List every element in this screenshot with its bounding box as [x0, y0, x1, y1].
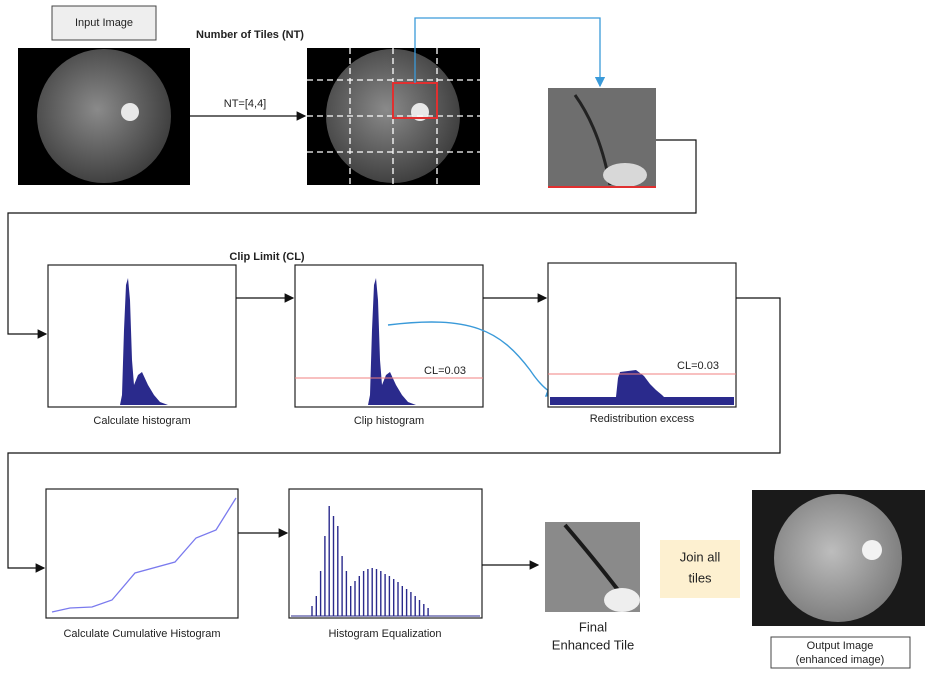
input-label-box [51, 5, 157, 41]
output-label: Output Image [807, 640, 874, 652]
clip-title: Clip Limit (CL) [229, 251, 304, 263]
cl-label: CL=0.03 [424, 365, 466, 377]
retina [37, 49, 171, 183]
caption: Clip histogram [354, 415, 424, 427]
cumulative-box [45, 488, 239, 619]
join-label: tiles [688, 570, 712, 585]
join-label: Join all [680, 549, 721, 564]
caption: Histogram Equalization [328, 628, 441, 640]
caption: Redistribution excess [590, 413, 695, 425]
caption: Calculate histogram [93, 415, 190, 427]
nt-label: NT=[4,4] [224, 98, 267, 110]
tile-grid [307, 48, 480, 185]
caption: Calculate Cumulative Histogram [63, 628, 220, 640]
connector [7, 297, 781, 573]
optic-disc [411, 103, 429, 121]
tiles-title: Number of Tiles (NT) [196, 29, 304, 41]
join-box [660, 540, 740, 598]
output-label-box [770, 636, 911, 669]
zoom-arrow [414, 17, 606, 88]
connector [7, 139, 697, 339]
output-label: (enhanced image) [796, 654, 885, 666]
final-tile-label: Final [579, 619, 607, 634]
optic-disc [121, 103, 139, 121]
final-tile-label: Enhanced Tile [552, 637, 634, 652]
cl-label: CL=0.03 [677, 360, 719, 372]
input-label: Input Image [75, 17, 133, 29]
